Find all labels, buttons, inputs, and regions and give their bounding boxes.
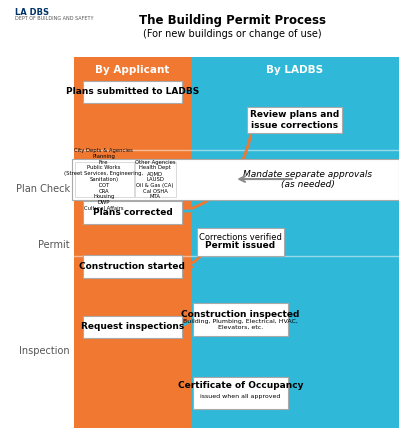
Text: Certificate of Occupancy: Certificate of Occupancy [178,381,303,390]
Text: Corrections verified: Corrections verified [199,233,282,242]
FancyBboxPatch shape [83,81,182,103]
FancyBboxPatch shape [75,162,134,197]
FancyBboxPatch shape [247,107,342,133]
Text: The Building Permit Process: The Building Permit Process [139,14,326,27]
Text: Review plans and
issue corrections: Review plans and issue corrections [250,110,339,130]
Text: DEPT OF BUILDING AND SAFETY: DEPT OF BUILDING AND SAFETY [15,16,93,21]
Text: Plans submitted to LADBS: Plans submitted to LADBS [66,87,199,96]
Text: Building, Plumbing, Electrical, HVAC,
Elevators, etc.: Building, Plumbing, Electrical, HVAC, El… [183,319,298,330]
Text: By Applicant: By Applicant [95,66,170,76]
FancyBboxPatch shape [197,228,284,256]
Text: Plan Check: Plan Check [16,184,70,194]
FancyBboxPatch shape [191,83,399,428]
Text: Other Agencies
Health Dept
AQMD
LAUSD
Oil & Gas (CA)
Cal OSHA
MTA: Other Agencies Health Dept AQMD LAUSD Oi… [135,160,176,199]
Text: LA DBS: LA DBS [15,8,49,17]
Text: City Depts & Agencies
Planning
Fire
Public Works
(Street Services, Engineering,
: City Depts & Agencies Planning Fire Publ… [64,148,143,211]
Text: Mandate separate approvals
(as needed): Mandate separate approvals (as needed) [243,170,372,189]
FancyBboxPatch shape [193,377,288,409]
Text: Request inspections: Request inspections [81,322,184,332]
FancyBboxPatch shape [193,303,288,335]
Text: Inspection: Inspection [20,345,70,356]
FancyBboxPatch shape [191,57,399,83]
Text: Permit: Permit [38,240,70,250]
FancyBboxPatch shape [74,57,191,83]
FancyBboxPatch shape [135,162,176,197]
Text: issued when all approved: issued when all approved [200,395,280,399]
FancyBboxPatch shape [83,201,182,224]
FancyBboxPatch shape [74,83,191,428]
FancyBboxPatch shape [72,159,399,200]
Text: Construction started: Construction started [80,262,185,271]
Text: (For new buildings or change of use): (For new buildings or change of use) [143,30,322,39]
Text: Construction inspected: Construction inspected [181,309,300,319]
FancyBboxPatch shape [83,255,182,278]
FancyBboxPatch shape [83,316,182,338]
Text: Plans corrected: Plans corrected [92,208,172,217]
Text: By LADBS: By LADBS [266,66,323,76]
Text: Permit issued: Permit issued [205,241,275,250]
